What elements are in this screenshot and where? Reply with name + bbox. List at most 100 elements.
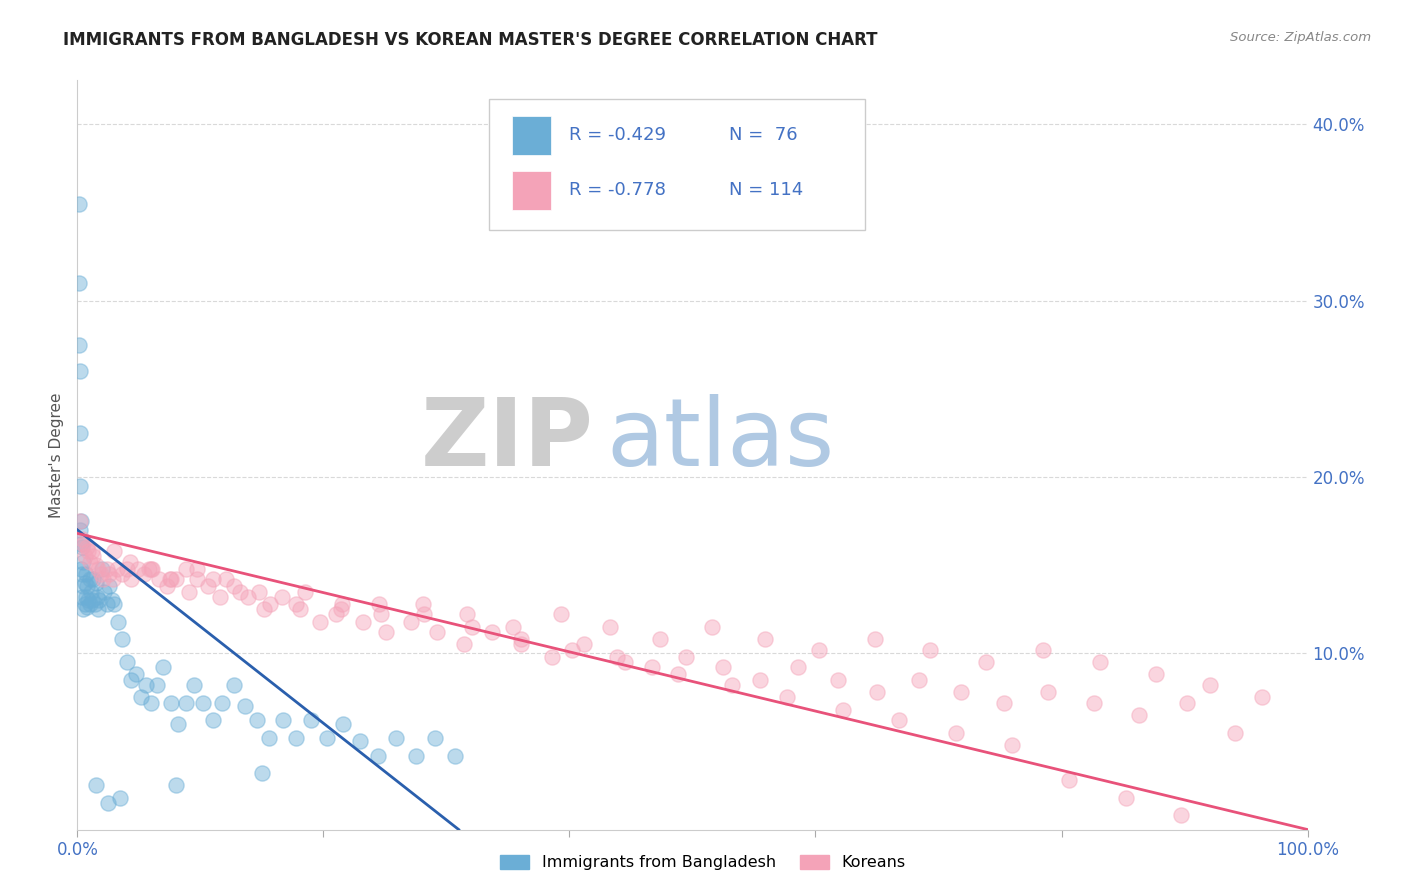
Koreans bbox=[77, 544, 100, 558]
Koreans bbox=[550, 607, 572, 622]
Koreans bbox=[1199, 678, 1222, 692]
Immigrants from Bangladesh bbox=[70, 541, 93, 555]
Immigrants from Bangladesh bbox=[76, 600, 98, 615]
Koreans bbox=[375, 625, 398, 640]
Koreans bbox=[69, 514, 91, 528]
Koreans bbox=[1144, 667, 1167, 681]
Koreans bbox=[285, 597, 308, 611]
Immigrants from Bangladesh bbox=[70, 590, 93, 604]
Text: atlas: atlas bbox=[606, 394, 835, 486]
Koreans bbox=[1057, 773, 1080, 788]
Immigrants from Bangladesh bbox=[69, 425, 91, 440]
Koreans bbox=[156, 579, 179, 593]
Koreans bbox=[1083, 696, 1105, 710]
Immigrants from Bangladesh bbox=[70, 537, 93, 551]
Immigrants from Bangladesh bbox=[425, 731, 447, 745]
Immigrants from Bangladesh bbox=[285, 731, 308, 745]
Koreans bbox=[808, 642, 831, 657]
Text: Source: ZipAtlas.com: Source: ZipAtlas.com bbox=[1230, 31, 1371, 45]
Koreans bbox=[270, 590, 292, 604]
Immigrants from Bangladesh bbox=[191, 696, 214, 710]
Koreans bbox=[412, 597, 434, 611]
Koreans bbox=[84, 558, 107, 573]
Koreans bbox=[325, 607, 347, 622]
Immigrants from Bangladesh bbox=[67, 276, 90, 290]
Koreans bbox=[352, 615, 374, 629]
Koreans bbox=[288, 602, 311, 616]
Immigrants from Bangladesh bbox=[146, 678, 169, 692]
Koreans bbox=[510, 632, 533, 647]
Immigrants from Bangladesh bbox=[87, 602, 110, 616]
Immigrants from Bangladesh bbox=[135, 678, 157, 692]
Immigrants from Bangladesh bbox=[152, 660, 174, 674]
Immigrants from Bangladesh bbox=[160, 696, 183, 710]
Immigrants from Bangladesh bbox=[111, 632, 132, 647]
Koreans bbox=[1223, 725, 1246, 739]
Immigrants from Bangladesh bbox=[332, 716, 354, 731]
Immigrants from Bangladesh bbox=[110, 790, 132, 805]
Koreans bbox=[259, 597, 281, 611]
Koreans bbox=[1032, 642, 1054, 657]
Text: N =  76: N = 76 bbox=[730, 126, 799, 144]
Immigrants from Bangladesh bbox=[77, 593, 100, 607]
Immigrants from Bangladesh bbox=[75, 566, 97, 581]
Immigrants from Bangladesh bbox=[72, 602, 94, 616]
Koreans bbox=[159, 572, 181, 586]
Koreans bbox=[103, 544, 125, 558]
Koreans bbox=[675, 649, 697, 664]
Koreans bbox=[413, 607, 436, 622]
Koreans bbox=[141, 561, 163, 575]
Text: R = -0.429: R = -0.429 bbox=[569, 126, 666, 144]
Koreans bbox=[641, 660, 664, 674]
Immigrants from Bangladesh bbox=[125, 667, 148, 681]
Koreans bbox=[148, 572, 170, 586]
Koreans bbox=[599, 620, 621, 634]
Koreans bbox=[370, 607, 392, 622]
Immigrants from Bangladesh bbox=[107, 615, 129, 629]
Immigrants from Bangladesh bbox=[86, 590, 108, 604]
Immigrants from Bangladesh bbox=[222, 678, 245, 692]
Immigrants from Bangladesh bbox=[73, 597, 96, 611]
Immigrants from Bangladesh bbox=[299, 713, 322, 727]
Koreans bbox=[453, 637, 475, 651]
Koreans bbox=[73, 549, 96, 564]
Koreans bbox=[330, 597, 353, 611]
Immigrants from Bangladesh bbox=[121, 673, 143, 687]
Koreans bbox=[105, 561, 128, 575]
Koreans bbox=[121, 572, 143, 586]
Koreans bbox=[79, 555, 101, 569]
Koreans bbox=[87, 561, 110, 575]
Immigrants from Bangladesh bbox=[183, 678, 205, 692]
Koreans bbox=[481, 625, 503, 640]
Immigrants from Bangladesh bbox=[67, 196, 90, 211]
Immigrants from Bangladesh bbox=[90, 561, 114, 575]
Koreans bbox=[1036, 685, 1059, 699]
Koreans bbox=[399, 615, 422, 629]
Immigrants from Bangladesh bbox=[444, 748, 467, 763]
Koreans bbox=[574, 637, 596, 651]
Immigrants from Bangladesh bbox=[69, 523, 91, 537]
Immigrants from Bangladesh bbox=[84, 779, 107, 793]
Immigrants from Bangladesh bbox=[84, 575, 107, 590]
Koreans bbox=[209, 590, 232, 604]
Immigrants from Bangladesh bbox=[98, 579, 121, 593]
Koreans bbox=[138, 561, 160, 575]
Koreans bbox=[993, 696, 1015, 710]
Koreans bbox=[754, 632, 776, 647]
Koreans bbox=[165, 572, 187, 586]
Immigrants from Bangladesh bbox=[167, 716, 190, 731]
Immigrants from Bangladesh bbox=[129, 690, 153, 705]
Koreans bbox=[72, 537, 94, 551]
Koreans bbox=[253, 602, 276, 616]
Koreans bbox=[367, 597, 389, 611]
Koreans bbox=[201, 572, 224, 586]
Immigrants from Bangladesh bbox=[233, 699, 256, 714]
Koreans bbox=[91, 572, 114, 586]
Immigrants from Bangladesh bbox=[246, 713, 269, 727]
Koreans bbox=[70, 532, 93, 546]
Koreans bbox=[197, 579, 219, 593]
Koreans bbox=[918, 642, 941, 657]
Immigrants from Bangladesh bbox=[316, 731, 339, 745]
Immigrants from Bangladesh bbox=[211, 696, 233, 710]
Immigrants from Bangladesh bbox=[72, 555, 94, 569]
